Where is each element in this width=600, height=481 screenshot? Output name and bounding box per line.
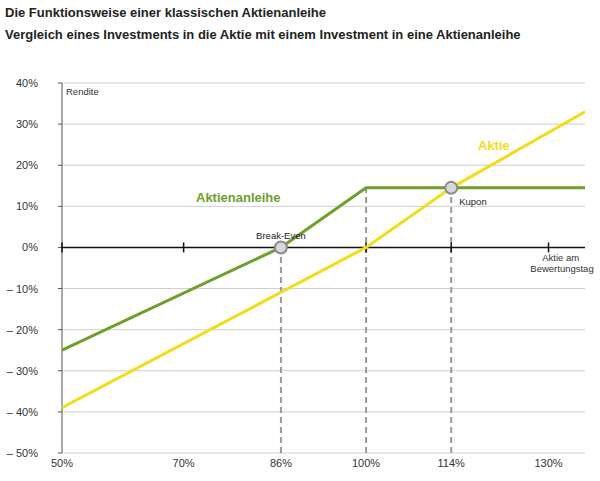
y-tick-label: 30% <box>16 118 38 130</box>
x-tick-label: 50% <box>51 457 73 469</box>
x-tick <box>450 242 452 252</box>
grid <box>58 83 585 453</box>
y-tick <box>58 124 62 125</box>
grid-line <box>62 453 585 454</box>
x-tick-label: 70% <box>173 457 195 469</box>
x-axis <box>62 247 585 249</box>
y-tick-label: 40% <box>16 77 38 89</box>
annotation-text: Kupon <box>459 196 486 207</box>
grid-line <box>62 411 585 412</box>
y-tick-label: – 20% <box>7 324 38 336</box>
y-tick <box>58 329 62 330</box>
x-tick-label: 114% <box>438 457 466 469</box>
x-tick <box>183 242 185 252</box>
x-axis-label-line: Bewertungstag <box>530 263 593 274</box>
grid-line <box>62 165 585 166</box>
series-line <box>62 112 585 408</box>
y-axis <box>62 83 63 453</box>
y-tick-label: – 30% <box>7 365 38 377</box>
grid-line <box>62 206 585 207</box>
y-axis-label: Rendite <box>66 86 99 97</box>
x-tick-label: 130% <box>534 457 562 469</box>
series-label: Aktienanleihe <box>196 190 281 205</box>
grid-line <box>62 329 585 330</box>
grid-line <box>62 124 585 125</box>
x-axis-label: Aktie am Bewertungstag <box>530 252 593 274</box>
subtitle: Vergleich eines Investments in die Aktie… <box>5 27 521 42</box>
annotation-marker <box>275 241 287 253</box>
chart-svg: Die Funktionsweise einer klassischen Akt… <box>0 0 600 481</box>
x-axis-label-line: Aktie am <box>542 252 582 263</box>
reference-line <box>280 247 282 453</box>
annotation-text: Break-Even <box>256 230 306 241</box>
y-tick-label: 10% <box>16 200 38 212</box>
y-tick <box>58 83 62 84</box>
title: Die Funktionsweise einer klassischen Akt… <box>5 5 326 20</box>
grid-line <box>62 370 585 371</box>
x-tick-label: 100% <box>352 457 380 469</box>
x-tick <box>548 242 550 252</box>
y-tick <box>58 453 62 454</box>
reference-line <box>450 188 452 453</box>
y-tick <box>58 206 62 207</box>
x-tick <box>61 242 63 252</box>
y-tick-label: 0% <box>22 241 38 253</box>
y-tick <box>58 370 62 371</box>
plot-area <box>62 112 585 408</box>
y-tick-label: – 10% <box>7 283 38 295</box>
series-label: Aktie <box>478 138 510 153</box>
annotation-marker <box>445 182 457 194</box>
y-tick <box>58 288 62 289</box>
y-tick-label: – 40% <box>7 406 38 418</box>
y-tick <box>58 165 62 166</box>
y-tick-label: 20% <box>16 159 38 171</box>
background <box>0 0 600 481</box>
reference-line <box>365 188 367 453</box>
reference-lines <box>281 188 451 453</box>
y-tick-label: – 50% <box>7 447 38 459</box>
x-tick-label: 86% <box>270 457 292 469</box>
y-tick <box>58 411 62 412</box>
grid-line <box>62 288 585 289</box>
grid-line <box>62 83 585 84</box>
